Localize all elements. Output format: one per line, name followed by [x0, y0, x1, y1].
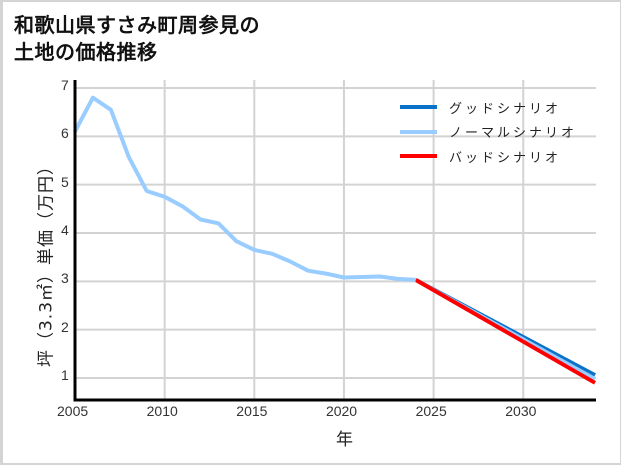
x-tick-label: 2025 — [415, 403, 447, 419]
y-tick-label: 2 — [61, 318, 69, 335]
series-line — [73, 95, 416, 282]
chart-title: 和歌山県すさみ町周参見の 土地の価格推移 — [14, 12, 260, 66]
x-tick-label: 2015 — [236, 403, 268, 419]
y-axis-label: 坪（3.3㎡）単価（万円） — [36, 156, 57, 368]
x-tick-label: 2020 — [325, 403, 358, 419]
x-tick-label: 2005 — [57, 403, 89, 419]
legend-swatch-good — [400, 105, 437, 110]
y-tick-label: 3 — [61, 270, 69, 287]
legend: グッドシナリオ ノーマルシナリオ バッドシナリオ — [400, 95, 577, 169]
legend-item-normal: ノーマルシナリオ — [400, 120, 577, 145]
legend-item-good: グッドシナリオ — [400, 95, 577, 120]
legend-swatch-bad — [400, 154, 437, 159]
x-tick-label: 2010 — [146, 403, 178, 419]
series-line — [414, 278, 596, 385]
legend-item-bad: バッドシナリオ — [400, 144, 577, 169]
y-tick-label: 4 — [61, 222, 69, 238]
y-tick-label: 7 — [61, 77, 69, 94]
y-tick-label: 1 — [61, 367, 69, 383]
chart-title-line2: 土地の価格推移 — [14, 40, 158, 64]
x-axis-label: 年 — [336, 430, 353, 450]
legend-label-normal: ノーマルシナリオ — [449, 126, 578, 142]
legend-label-good: グッドシナリオ — [449, 101, 562, 117]
legend-label-bad: バッドシナリオ — [449, 150, 562, 166]
legend-swatch-normal — [400, 129, 437, 134]
x-tick-label: 2030 — [505, 403, 537, 419]
y-tick-label: 5 — [61, 173, 69, 190]
chart-title-line1: 和歌山県すさみ町周参見の — [14, 13, 260, 37]
y-tick-label: 6 — [61, 125, 69, 142]
